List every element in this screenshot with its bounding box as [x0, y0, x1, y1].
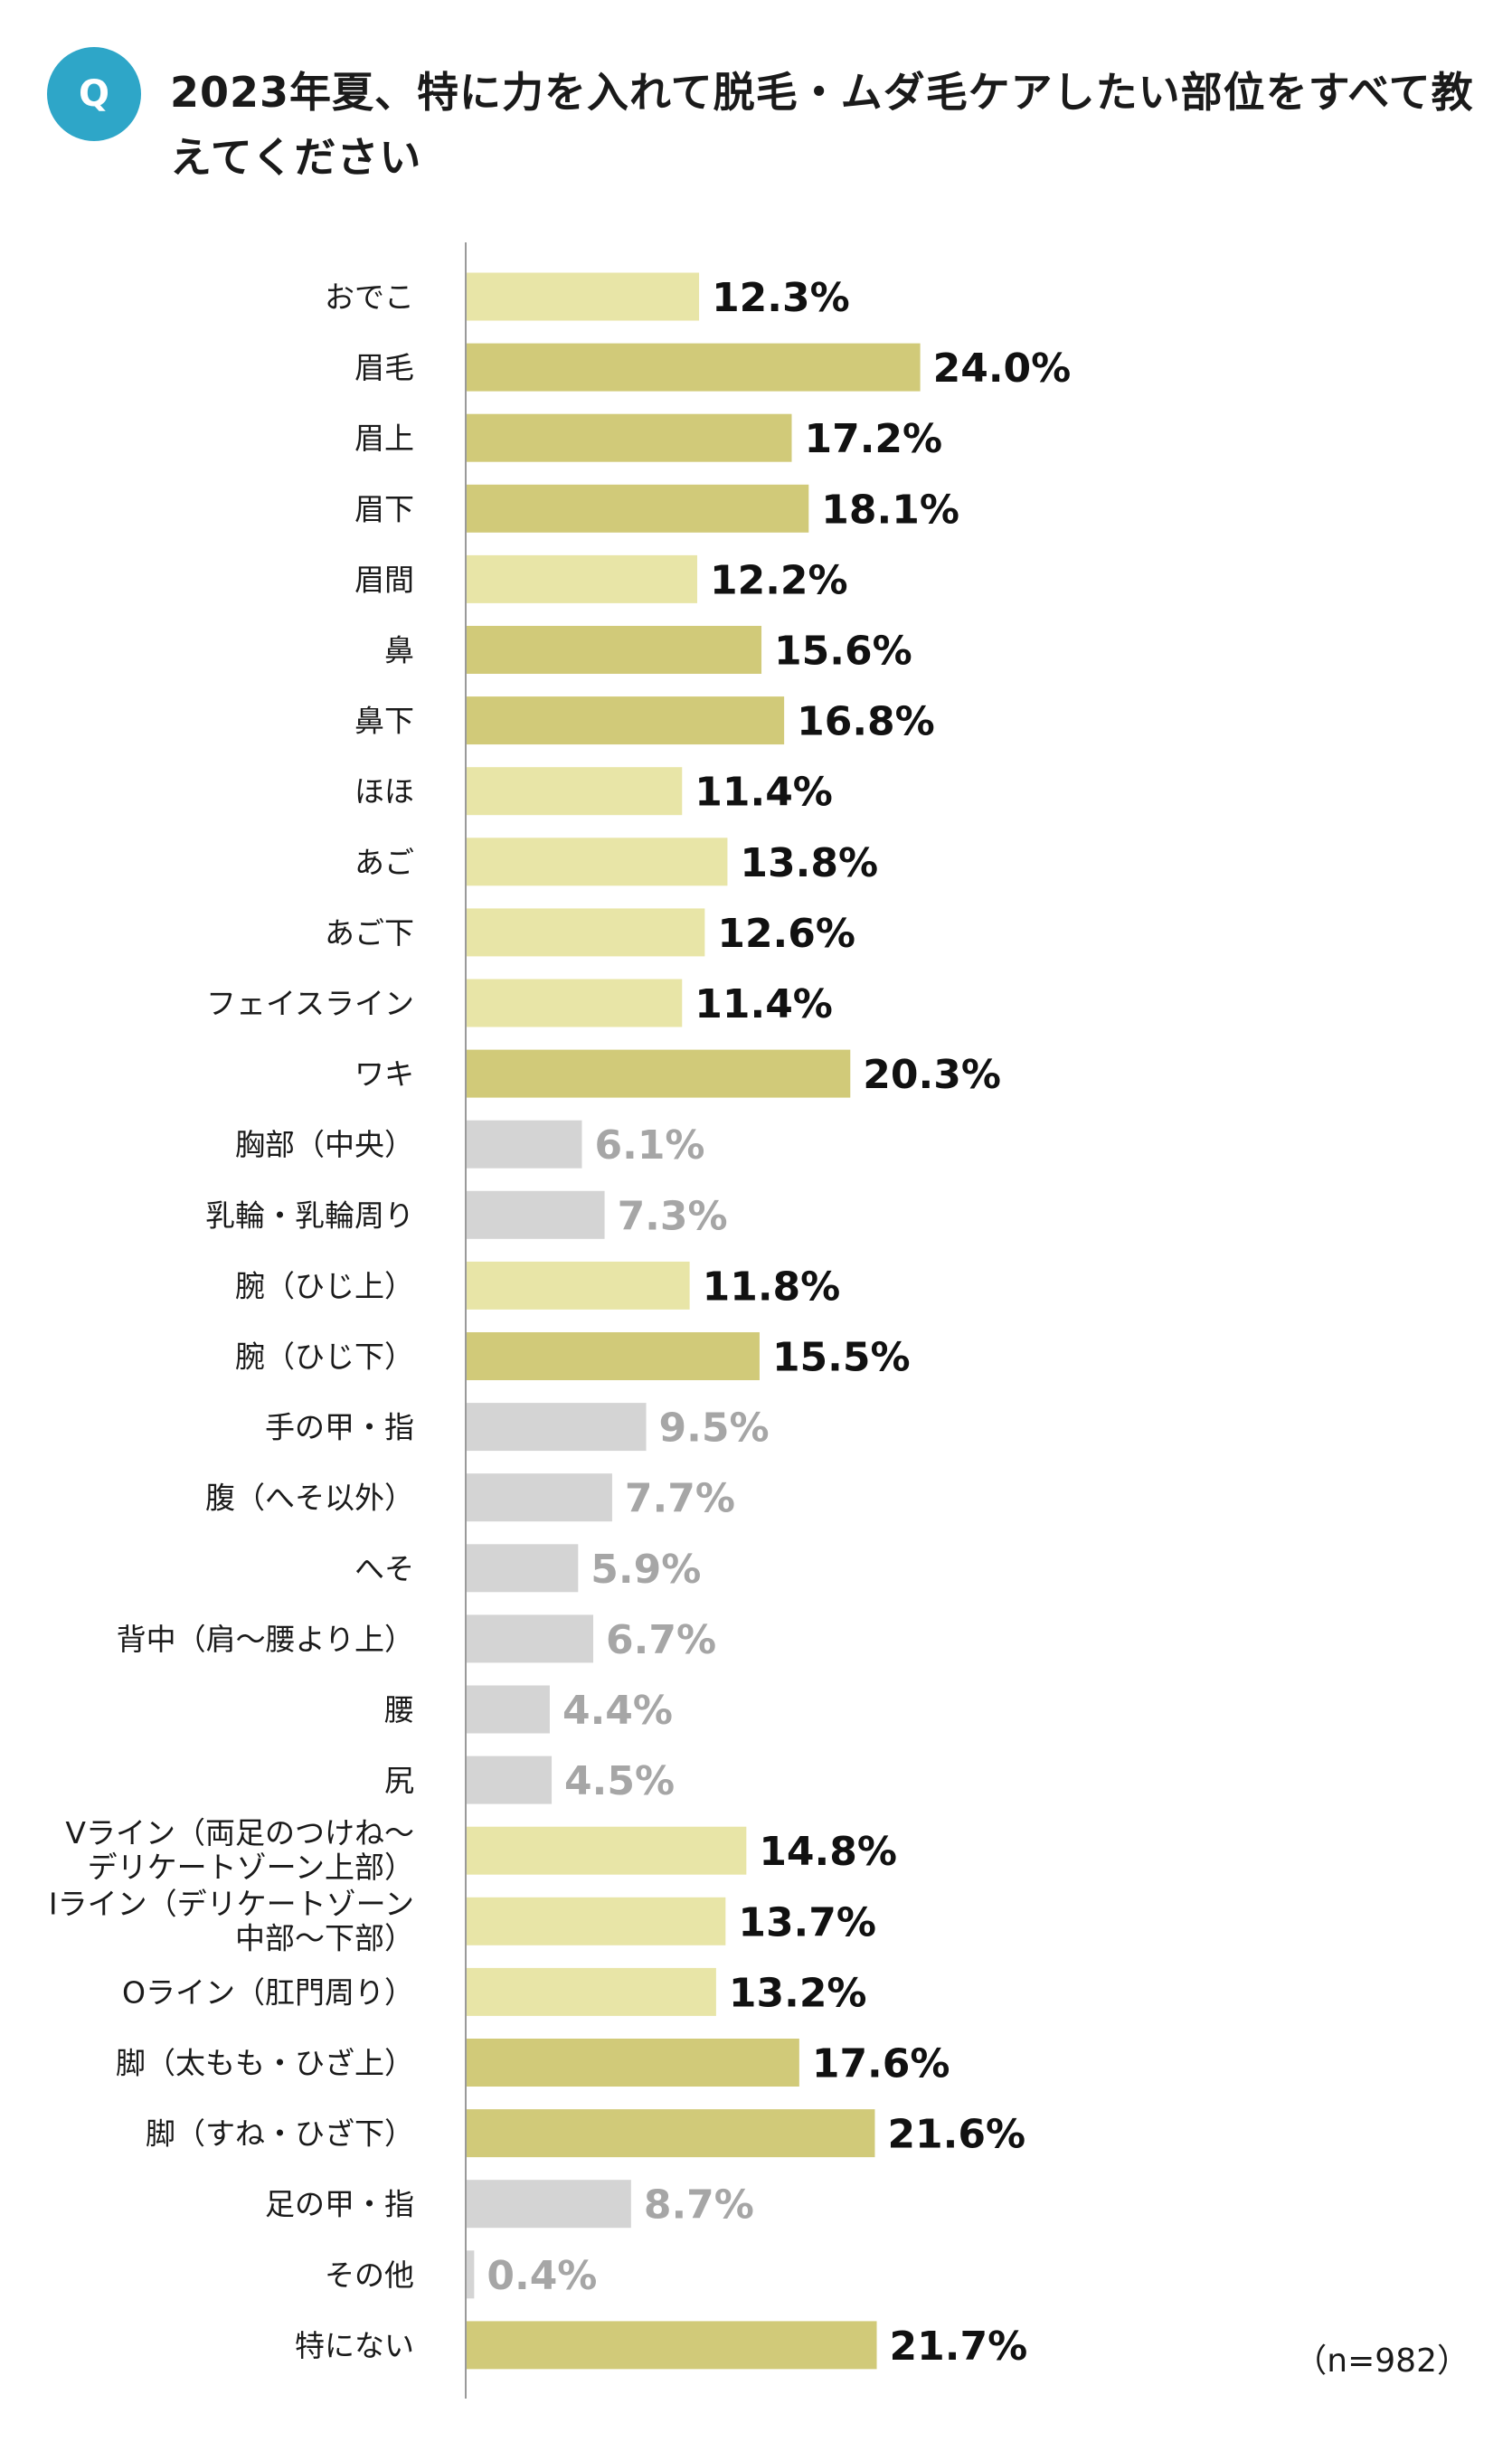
category-label-22-line-0: Vライン（両足のつけね〜: [65, 1815, 414, 1850]
bar-13: [467, 1190, 605, 1239]
bar-7: [467, 767, 683, 816]
bar-23: [467, 1897, 726, 1945]
bar-15: [467, 1332, 760, 1380]
question-badge: Q: [47, 47, 141, 141]
category-label-25: 脚（太もも・ひざ上）: [116, 2046, 414, 2081]
category-label-18: へそ: [354, 1551, 414, 1586]
value-label-29: 21.7%: [890, 2324, 1028, 2370]
category-label-5: 鼻: [384, 633, 414, 668]
category-label-16: 手の甲・指: [265, 1410, 414, 1445]
value-label-24: 13.2%: [729, 1970, 867, 2016]
category-label-4: 眉間: [354, 562, 414, 597]
bar-19: [467, 1614, 594, 1663]
category-label-27: 足の甲・指: [265, 2187, 414, 2222]
category-label-2: 眉上: [354, 421, 414, 456]
bar-9: [467, 908, 705, 957]
bar-25: [467, 2039, 799, 2087]
value-label-0: 12.3%: [712, 275, 850, 321]
value-label-11: 20.3%: [863, 1052, 1001, 1098]
value-label-8: 13.8%: [740, 840, 878, 886]
category-label-24: Oライン（肛門周り）: [122, 1974, 414, 2010]
category-label-17: 腹（へそ以外）: [205, 1481, 414, 1516]
bar-26: [467, 2109, 875, 2158]
bar-14: [467, 1261, 690, 1310]
value-label-28: 0.4%: [487, 2253, 597, 2299]
category-label-12: 胸部（中央）: [235, 1127, 414, 1162]
category-label-15: 腕（ひじ下）: [235, 1339, 414, 1375]
value-label-6: 16.8%: [797, 699, 935, 745]
bar-29: [467, 2321, 877, 2370]
bar-16: [467, 1403, 647, 1452]
value-label-16: 9.5%: [659, 1406, 770, 1452]
bar-8: [467, 838, 728, 886]
value-label-4: 12.2%: [710, 557, 848, 603]
category-label-23-line-0: Iライン（デリケートゾーン: [49, 1886, 414, 1921]
bar-2: [467, 413, 792, 462]
bar-21: [467, 1756, 553, 1804]
category-label-13: 乳輪・乳輪周り: [205, 1197, 414, 1233]
bar-22: [467, 1826, 747, 1875]
category-label-26: 脚（すね・ひざ下）: [146, 2116, 414, 2152]
category-label-20: 腰: [384, 1692, 414, 1727]
category-label-14: 腕（ひじ上）: [235, 1268, 414, 1303]
bar-1: [467, 343, 921, 392]
bar-10: [467, 979, 683, 1027]
value-label-25: 17.6%: [812, 2041, 950, 2087]
category-label-29: 特にない: [295, 2328, 414, 2363]
bar-28: [467, 2250, 475, 2299]
category-label-8: あご: [354, 845, 414, 880]
value-label-5: 15.6%: [774, 629, 912, 675]
value-label-17: 7.7%: [625, 1476, 735, 1522]
value-label-23: 13.7%: [738, 1899, 876, 1945]
value-label-9: 12.6%: [717, 911, 855, 957]
value-label-18: 5.9%: [591, 1547, 701, 1593]
category-label-3: 眉下: [354, 491, 414, 526]
category-label-21: 尻: [384, 1763, 414, 1798]
bar-17: [467, 1473, 612, 1522]
category-label-6: 鼻下: [354, 704, 414, 739]
category-label-11: ワキ: [354, 1056, 414, 1092]
category-label-28: その他: [325, 2257, 414, 2293]
category-label-10: フェイスライン: [206, 986, 414, 1021]
bar-24: [467, 1967, 716, 2016]
value-label-3: 18.1%: [821, 487, 959, 533]
category-label-23-line-1: 中部〜下部）: [235, 1920, 414, 1955]
value-label-7: 11.4%: [695, 770, 833, 816]
value-label-14: 11.8%: [703, 1264, 841, 1310]
value-label-15: 15.5%: [772, 1335, 911, 1381]
value-label-12: 6.1%: [594, 1122, 704, 1169]
sample-size-note: （n=982）: [1294, 2343, 1469, 2380]
value-label-2: 17.2%: [804, 416, 942, 462]
category-label-9: あご下: [325, 915, 414, 951]
value-label-20: 4.4%: [562, 1688, 673, 1734]
bar-11: [467, 1049, 851, 1098]
category-label-22-line-1: デリケートゾーン上部）: [88, 1850, 414, 1885]
bar-3: [467, 484, 809, 533]
bar-20: [467, 1685, 550, 1734]
value-label-21: 4.5%: [564, 1758, 675, 1804]
value-label-22: 14.8%: [759, 1829, 897, 1875]
value-label-1: 24.0%: [933, 345, 1072, 392]
bar-6: [467, 696, 785, 745]
value-label-19: 6.7%: [606, 1617, 716, 1663]
category-label-7: ほほ: [354, 774, 414, 809]
bar-18: [467, 1544, 579, 1593]
bar-27: [467, 2180, 631, 2229]
bar-5: [467, 626, 762, 674]
value-label-26: 21.6%: [887, 2112, 1025, 2158]
value-label-27: 8.7%: [644, 2182, 754, 2229]
bar-4: [467, 554, 697, 603]
category-label-19: 背中（肩〜腰より上）: [117, 1622, 414, 1657]
bar-12: [467, 1120, 582, 1169]
bar-0: [467, 272, 700, 321]
question-title: 2023年夏、特に力を入れて脱毛・ムダ毛ケアしたい部位をすべて教えてください: [170, 68, 1474, 182]
category-label-1: 眉毛: [354, 350, 414, 385]
category-label-0: おでこ: [325, 279, 414, 315]
value-label-10: 11.4%: [695, 981, 833, 1027]
value-label-13: 7.3%: [618, 1193, 728, 1239]
